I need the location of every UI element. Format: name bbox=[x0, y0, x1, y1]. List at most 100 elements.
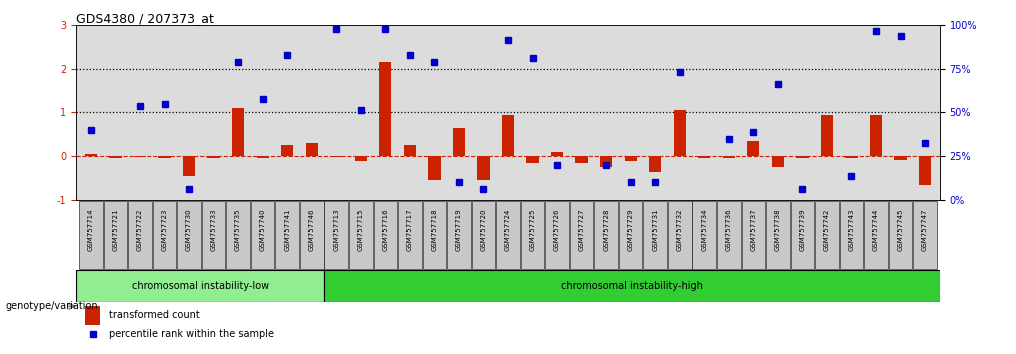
Bar bbox=[575, 156, 587, 163]
Bar bbox=[134, 156, 146, 157]
Text: GSM757729: GSM757729 bbox=[628, 209, 634, 251]
Text: GSM757739: GSM757739 bbox=[800, 209, 806, 251]
Text: GSM757742: GSM757742 bbox=[824, 209, 830, 251]
FancyBboxPatch shape bbox=[839, 201, 864, 269]
FancyBboxPatch shape bbox=[521, 201, 545, 269]
Bar bbox=[502, 115, 514, 156]
Text: GSM757744: GSM757744 bbox=[873, 209, 879, 251]
Text: GSM757741: GSM757741 bbox=[284, 209, 291, 251]
Bar bbox=[600, 156, 613, 167]
FancyBboxPatch shape bbox=[643, 201, 666, 269]
FancyBboxPatch shape bbox=[865, 201, 888, 269]
Bar bbox=[918, 156, 932, 185]
Text: GSM757747: GSM757747 bbox=[923, 209, 928, 251]
Bar bbox=[526, 156, 538, 163]
FancyBboxPatch shape bbox=[275, 201, 299, 269]
Text: GSM757713: GSM757713 bbox=[333, 209, 339, 251]
FancyBboxPatch shape bbox=[374, 201, 397, 269]
FancyBboxPatch shape bbox=[913, 201, 937, 269]
Bar bbox=[478, 156, 490, 180]
Text: GSM757719: GSM757719 bbox=[456, 209, 462, 251]
Bar bbox=[625, 156, 637, 161]
Bar bbox=[207, 156, 219, 158]
Text: GSM757716: GSM757716 bbox=[382, 209, 388, 251]
Text: GSM757745: GSM757745 bbox=[897, 209, 903, 251]
FancyBboxPatch shape bbox=[790, 201, 814, 269]
Bar bbox=[429, 156, 441, 180]
Text: GSM757740: GSM757740 bbox=[260, 209, 265, 251]
Text: GSM757724: GSM757724 bbox=[505, 209, 511, 251]
Bar bbox=[870, 115, 882, 156]
Text: chromosomal instability-high: chromosomal instability-high bbox=[561, 281, 703, 291]
Text: GSM757720: GSM757720 bbox=[481, 209, 487, 251]
Text: GSM757718: GSM757718 bbox=[432, 209, 438, 251]
Text: GSM757735: GSM757735 bbox=[235, 209, 241, 251]
Text: GSM757714: GSM757714 bbox=[88, 209, 93, 251]
FancyBboxPatch shape bbox=[570, 201, 593, 269]
Text: GSM757737: GSM757737 bbox=[751, 209, 756, 251]
FancyBboxPatch shape bbox=[668, 201, 692, 269]
Bar bbox=[674, 110, 686, 156]
Text: GDS4380 / 207373_at: GDS4380 / 207373_at bbox=[76, 12, 214, 25]
Text: GSM757733: GSM757733 bbox=[210, 209, 216, 251]
Bar bbox=[355, 156, 367, 161]
Bar bbox=[232, 108, 244, 156]
Text: percentile rank within the sample: percentile rank within the sample bbox=[109, 329, 274, 339]
FancyBboxPatch shape bbox=[889, 201, 912, 269]
Bar bbox=[722, 156, 735, 158]
Bar bbox=[84, 306, 101, 325]
Bar bbox=[551, 152, 563, 156]
FancyBboxPatch shape bbox=[104, 201, 127, 269]
Bar bbox=[894, 156, 906, 160]
Bar bbox=[698, 156, 710, 158]
Text: GSM757726: GSM757726 bbox=[554, 209, 560, 251]
FancyBboxPatch shape bbox=[717, 201, 741, 269]
Text: GSM757722: GSM757722 bbox=[137, 209, 143, 251]
FancyBboxPatch shape bbox=[594, 201, 618, 269]
FancyBboxPatch shape bbox=[423, 201, 446, 269]
Bar bbox=[110, 156, 122, 158]
FancyBboxPatch shape bbox=[742, 201, 765, 269]
FancyBboxPatch shape bbox=[76, 270, 324, 302]
Bar bbox=[281, 145, 294, 156]
Bar bbox=[845, 156, 858, 158]
Bar bbox=[821, 115, 833, 156]
Bar bbox=[330, 156, 342, 157]
FancyBboxPatch shape bbox=[496, 201, 520, 269]
FancyBboxPatch shape bbox=[177, 201, 201, 269]
FancyBboxPatch shape bbox=[546, 201, 569, 269]
Text: GSM757725: GSM757725 bbox=[529, 209, 535, 251]
Text: genotype/variation: genotype/variation bbox=[5, 301, 98, 311]
Text: GSM757727: GSM757727 bbox=[578, 209, 584, 251]
FancyBboxPatch shape bbox=[815, 201, 839, 269]
Text: GSM757728: GSM757728 bbox=[604, 209, 610, 251]
FancyBboxPatch shape bbox=[152, 201, 177, 269]
FancyBboxPatch shape bbox=[324, 270, 940, 302]
FancyBboxPatch shape bbox=[251, 201, 274, 269]
Text: GSM757732: GSM757732 bbox=[677, 209, 683, 251]
Bar bbox=[747, 141, 760, 156]
Text: GSM757715: GSM757715 bbox=[358, 209, 364, 251]
Bar bbox=[84, 154, 98, 156]
Text: GSM757736: GSM757736 bbox=[725, 209, 732, 251]
Text: GSM757734: GSM757734 bbox=[701, 209, 707, 251]
Bar bbox=[158, 156, 171, 158]
FancyBboxPatch shape bbox=[619, 201, 642, 269]
FancyBboxPatch shape bbox=[398, 201, 422, 269]
Text: GSM757746: GSM757746 bbox=[309, 209, 315, 251]
Text: GSM757717: GSM757717 bbox=[406, 209, 412, 251]
FancyBboxPatch shape bbox=[447, 201, 470, 269]
FancyBboxPatch shape bbox=[693, 201, 716, 269]
FancyBboxPatch shape bbox=[471, 201, 495, 269]
FancyBboxPatch shape bbox=[227, 201, 250, 269]
Text: transformed count: transformed count bbox=[109, 310, 200, 320]
Bar bbox=[379, 62, 391, 156]
Text: chromosomal instability-low: chromosomal instability-low bbox=[131, 281, 268, 291]
Bar bbox=[649, 156, 661, 172]
Text: GSM757730: GSM757730 bbox=[186, 209, 192, 251]
Text: GSM757723: GSM757723 bbox=[162, 209, 168, 251]
Bar bbox=[403, 145, 416, 156]
Bar bbox=[183, 156, 195, 176]
Bar bbox=[453, 128, 465, 156]
FancyBboxPatch shape bbox=[766, 201, 789, 269]
